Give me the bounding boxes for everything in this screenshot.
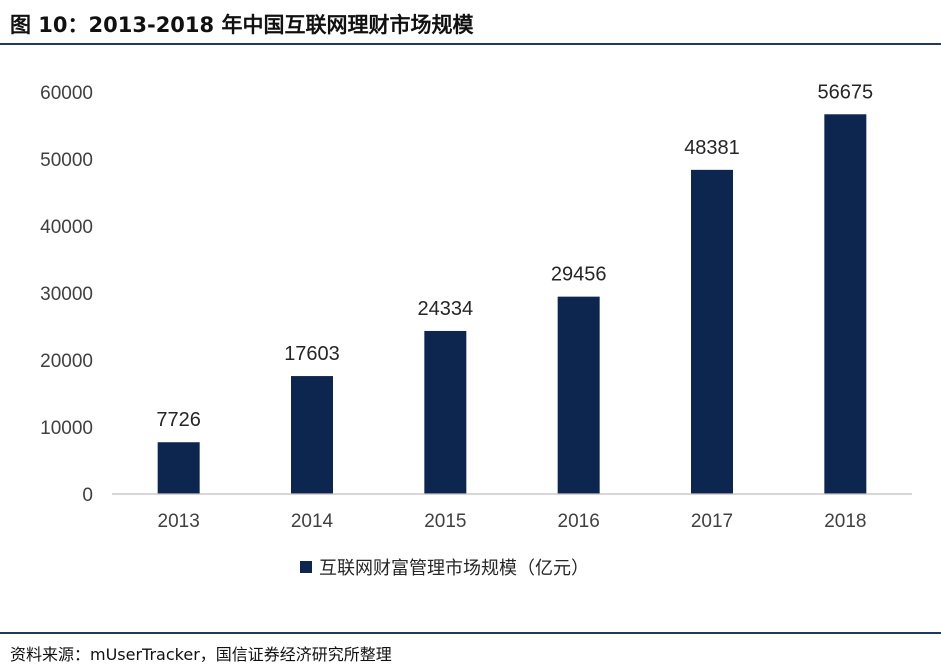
bar — [291, 376, 333, 494]
data-label: 56675 — [818, 81, 874, 103]
bar-chart: 0 10000 20000 30000 40000 50000 60000 7726 1760… — [40, 81, 912, 579]
y-tick-label: 50000 — [40, 150, 93, 171]
data-label: 29456 — [551, 264, 607, 286]
data-label: 17603 — [284, 343, 340, 365]
y-tick-label: 40000 — [40, 217, 93, 238]
y-tick-label: 60000 — [40, 83, 93, 104]
figure-footer: 资料来源：mUserTracker，国信证券经济研究所整理 — [0, 632, 941, 665]
legend-swatch — [300, 561, 312, 573]
data-label: 24334 — [418, 298, 474, 320]
data-label: 7726 — [156, 409, 201, 431]
y-axis: 0 10000 20000 30000 40000 50000 60000 — [40, 83, 93, 506]
y-tick-label: 30000 — [40, 284, 93, 305]
legend-label: 互联网财富管理市场规模（亿元） — [319, 558, 589, 579]
bar — [157, 442, 200, 494]
figure-header: 图 10：2013-2018 年中国互联网理财市场规模 — [0, 0, 941, 45]
bars-group — [157, 114, 867, 495]
x-tick-label: 2015 — [424, 511, 466, 532]
x-tick-label: 2018 — [824, 511, 866, 532]
data-label: 48381 — [684, 137, 740, 159]
y-tick-label: 20000 — [40, 351, 93, 372]
x-tick-label: 2013 — [158, 511, 200, 532]
x-tick-label: 2017 — [691, 511, 733, 532]
figure-title: 图 10：2013-2018 年中国互联网理财市场规模 — [10, 13, 474, 37]
legend: 互联网财富管理市场规模（亿元） — [300, 558, 589, 579]
bar — [824, 114, 867, 494]
bar — [557, 296, 600, 494]
x-axis: 2013 2014 2015 2016 2017 2018 — [158, 511, 867, 532]
bar — [424, 330, 467, 494]
data-labels-group: 7726 17603 24334 29456 48381 56675 — [156, 81, 873, 431]
y-tick-label: 0 — [82, 485, 93, 506]
y-tick-label: 10000 — [40, 418, 93, 439]
x-tick-label: 2014 — [291, 511, 334, 532]
bar — [691, 169, 733, 495]
x-tick-label: 2016 — [558, 511, 600, 532]
source-note: 资料来源：mUserTracker，国信证券经济研究所整理 — [10, 645, 392, 664]
